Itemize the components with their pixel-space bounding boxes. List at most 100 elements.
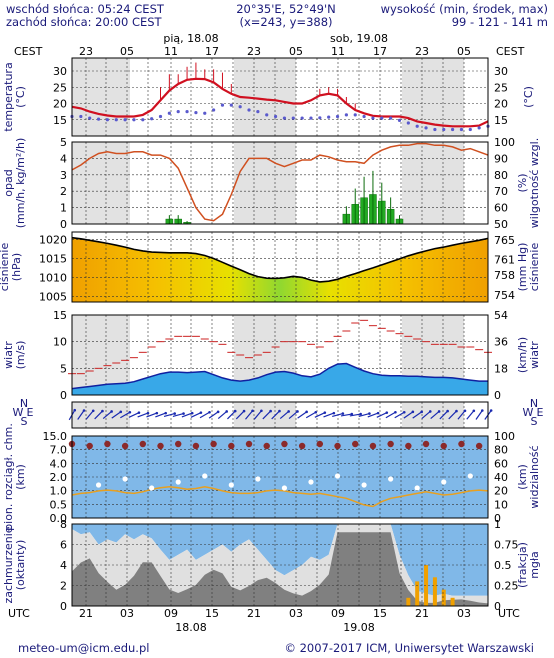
dewpoint-point xyxy=(406,121,410,125)
coordinates-text: 20°35'E, 52°49'N xyxy=(236,2,336,16)
cloud-extent-ytick: 0.5 xyxy=(50,498,68,511)
label-line: wilgotność wzgl. xyxy=(528,138,541,228)
precip-ylabel-right: (%)wilgotność wzgl. xyxy=(516,138,541,228)
top-day-2: sob, 19.08 xyxy=(330,32,388,45)
wind-direction-arrow xyxy=(262,410,272,420)
panel-4: N NW WE ES S xyxy=(13,397,544,429)
bottom-hour-tick: 15 xyxy=(205,607,219,620)
wind-direction-arrow xyxy=(163,412,175,418)
wind-direction-arrow xyxy=(297,411,307,419)
cloud-extent-ytick: 15.0 xyxy=(43,430,68,443)
bottom-hour-tick: 21 xyxy=(79,607,93,620)
precip-ytick: 3 xyxy=(60,169,67,182)
wind-direction-arrow xyxy=(332,412,343,418)
dewpoint-point xyxy=(309,116,313,120)
low-cloud-area xyxy=(72,532,488,606)
cloud-level-dot xyxy=(334,442,341,450)
temp-ytick-right: 15 xyxy=(494,114,508,127)
fog-bar xyxy=(424,565,429,606)
wind-direction-arrow xyxy=(172,412,184,418)
wind-direction-head xyxy=(173,412,176,415)
label-line: mgła xyxy=(528,551,541,579)
dewpoint-point xyxy=(318,116,322,120)
label-line: (mm/h, kg/m²/h) xyxy=(14,138,27,229)
cloud-level-dot xyxy=(334,473,341,479)
label-line: (oktanty) xyxy=(14,540,27,591)
fog-ytick: 0.75 xyxy=(494,539,519,552)
dewpoint-point xyxy=(362,114,366,119)
wind-direction-head xyxy=(251,409,254,413)
dewpoint-point xyxy=(371,116,375,120)
copyright-text: © 2007-2017 ICM, Uniwersytet Warszawski xyxy=(284,641,534,655)
wind-direction-arrow xyxy=(421,411,431,419)
wind-direction-head xyxy=(128,410,132,414)
wind-line xyxy=(71,362,488,390)
pressure-ytick-right: 754 xyxy=(494,289,515,302)
cloud-level-dot xyxy=(440,442,447,450)
fog-bar xyxy=(441,589,446,606)
wind-direction-arrow xyxy=(288,411,298,419)
fog-bar xyxy=(432,577,437,606)
panel-border xyxy=(71,231,489,303)
wind-direction-arrow xyxy=(412,411,423,419)
wind-direction-head xyxy=(437,410,441,413)
panel-border xyxy=(71,401,489,429)
pressure-ytick-left: 1010 xyxy=(39,271,67,284)
dewpoint-point xyxy=(459,127,464,132)
night-band xyxy=(72,142,130,224)
label-line: (km) xyxy=(14,464,27,490)
cloud-level-dot xyxy=(157,442,164,450)
precip-ytick: 2 xyxy=(60,185,67,198)
label-line: (mm Hg) xyxy=(516,243,529,292)
bottom-hour-tick: 03 xyxy=(120,607,134,620)
cloud-level-dot xyxy=(281,440,288,448)
wind-direction-arrow xyxy=(403,411,414,419)
wind-direction-arrow xyxy=(340,413,352,417)
sunset-text: zachód słońca: 20:00 CEST xyxy=(6,15,163,29)
panel-border xyxy=(71,57,489,137)
compass-letter-right: W xyxy=(523,406,534,419)
contact-email[interactable]: meteo-um@icm.edu.pl xyxy=(18,641,149,655)
night-band xyxy=(402,142,464,224)
label-line: (°C) xyxy=(14,86,27,108)
night-band xyxy=(72,58,130,136)
wind-direction-head xyxy=(233,409,237,413)
bottom-hour-tick: 21 xyxy=(247,607,261,620)
humidity-ytick: 100 xyxy=(494,136,515,149)
wind-direction-arrow xyxy=(430,411,440,419)
wind-direction-head xyxy=(420,410,423,414)
humidity-line xyxy=(71,142,489,222)
cloud-ylabel-left: zachmurzenie(oktanty) xyxy=(2,526,27,603)
wind-ytick-left: 10 xyxy=(53,336,67,349)
dewpoint-point xyxy=(450,127,455,132)
dewpoint-point xyxy=(433,127,437,132)
bottom-hour-tick: 03 xyxy=(457,607,471,620)
wind-direction-head xyxy=(332,411,336,415)
top-hour-tick: 17 xyxy=(373,45,387,58)
cloud-level-dot xyxy=(121,442,129,450)
wind-direction-head xyxy=(411,410,415,414)
visibility-ylabel: (km)widzialność xyxy=(516,445,541,508)
wind-direction-head xyxy=(137,411,141,414)
bottom-hour-tick: 09 xyxy=(164,607,178,620)
label-line: (frakcja) xyxy=(516,542,529,588)
compass-letter-left: N xyxy=(20,397,28,410)
wind-direction-head xyxy=(119,410,123,414)
dewpoint-point xyxy=(238,105,242,109)
cloud-level-dot xyxy=(414,485,420,491)
top-hour-tick: 17 xyxy=(205,45,219,58)
compass-letter-left: W xyxy=(13,406,24,419)
wind-direction-arrow xyxy=(85,410,94,420)
dewpoint-point xyxy=(397,118,402,122)
label-line: wiatr xyxy=(2,341,15,369)
wind-ytick-right: 54 xyxy=(494,309,508,322)
clear-sky-area xyxy=(72,524,488,596)
wind-ylabel-left: wiatr(m/s) xyxy=(2,341,27,370)
cloud-level-dot xyxy=(228,482,234,488)
cloud-ytick: 4 xyxy=(60,559,67,572)
wind-direction-head xyxy=(146,411,150,415)
pressure-ytick-left: 1015 xyxy=(39,252,67,265)
top-hour-tick: 11 xyxy=(164,45,178,58)
wind-direction-arrow xyxy=(137,412,149,418)
wind-direction-arrow xyxy=(475,410,483,420)
